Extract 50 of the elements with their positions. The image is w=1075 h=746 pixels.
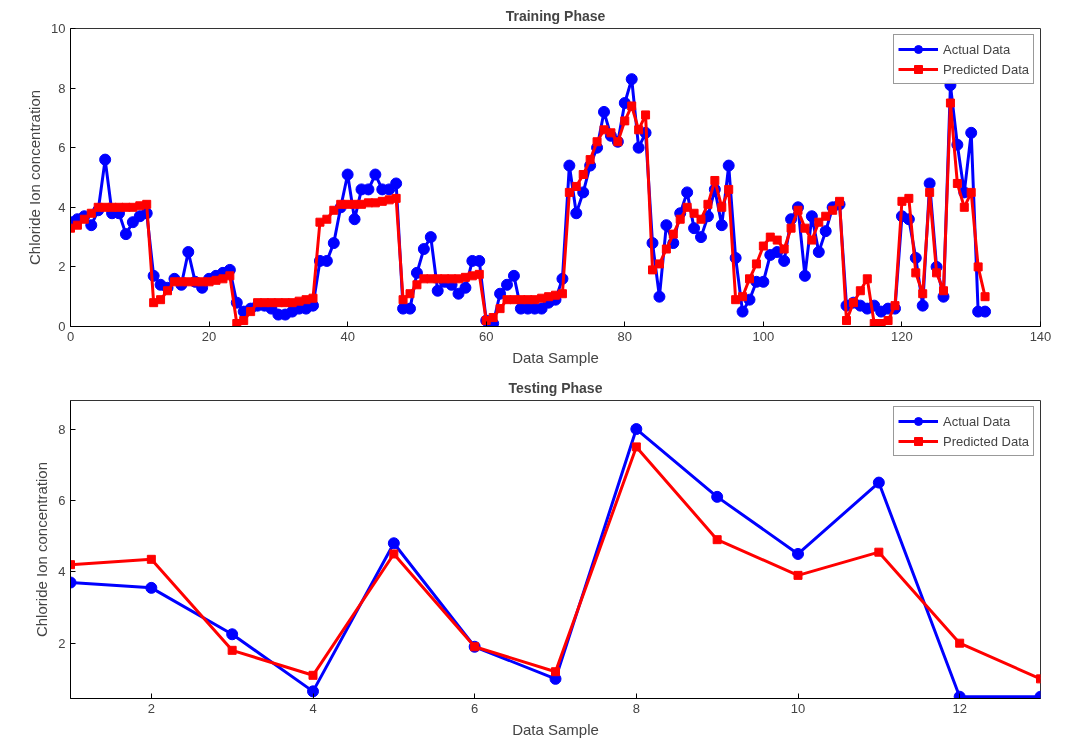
x-tick-label: 120	[891, 328, 913, 344]
point	[308, 670, 318, 680]
y-axis-title: Chloride Ion concentration	[26, 89, 44, 266]
point	[227, 645, 237, 655]
y-tick-label: 8	[58, 80, 66, 96]
y-tick-label: 8	[58, 421, 66, 437]
point	[551, 667, 560, 677]
point	[793, 570, 803, 580]
x-tick-label: 100	[752, 328, 775, 344]
point	[389, 549, 399, 559]
y-tick-label: 10	[51, 21, 66, 36]
y-tick-label: 6	[58, 140, 66, 156]
x-tick-label: 4	[309, 700, 317, 716]
point	[874, 547, 884, 557]
point	[711, 490, 724, 503]
x-tick-label: 40	[340, 328, 355, 344]
chart-title: Training Phase	[505, 7, 606, 24]
x-tick-label: 8	[632, 700, 640, 716]
legend-label: Actual Data	[943, 413, 1011, 429]
x-tick-label: 10	[790, 700, 806, 716]
point	[226, 628, 239, 641]
y-tick-label: 2	[58, 635, 66, 651]
point	[712, 535, 722, 545]
point	[630, 423, 643, 436]
chart-title: Testing Phase	[508, 379, 603, 396]
point	[631, 442, 641, 452]
y-tick-label: 2	[58, 259, 66, 275]
point	[387, 537, 400, 550]
legend-label: Predicted Data	[943, 433, 1029, 449]
point	[146, 554, 156, 564]
x-axis-title: Data Sample	[512, 720, 599, 738]
x-tick-label: 12	[952, 700, 967, 716]
point	[792, 547, 804, 560]
y-axis-title: Chloride Ion concentration	[33, 461, 51, 638]
x-tick-label: 6	[471, 700, 479, 716]
legend-label: Predicted Data	[943, 61, 1029, 77]
x-tick-label: 60	[478, 328, 494, 344]
y-tick-label: 4	[58, 564, 66, 580]
x-tick-label: 140	[1029, 328, 1052, 344]
x-axis-title: Data Sample	[512, 348, 599, 366]
y-tick-label: 4	[58, 199, 66, 215]
x-tick-label: 80	[617, 328, 633, 344]
x-tick-label: 2	[147, 700, 155, 716]
point	[955, 638, 965, 648]
point	[872, 476, 885, 489]
point	[145, 581, 158, 594]
y-tick-label: 6	[58, 492, 66, 508]
x-tick-label: 20	[201, 328, 217, 344]
point	[307, 685, 319, 698]
legend-label: Actual Data	[943, 41, 1011, 57]
